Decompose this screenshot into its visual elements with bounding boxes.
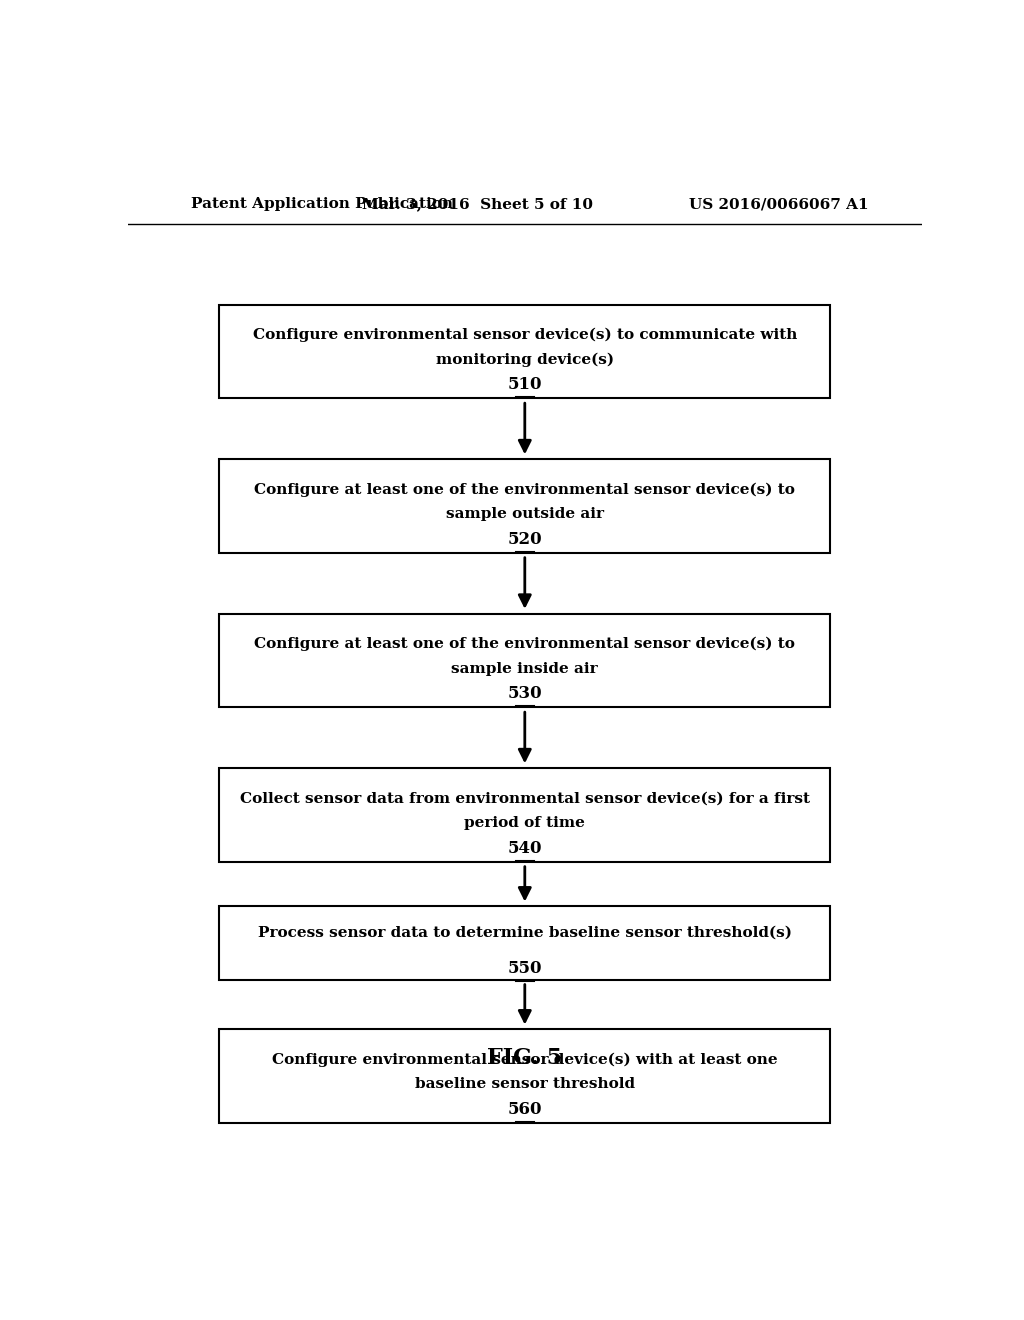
- Text: 510: 510: [508, 376, 542, 393]
- Text: baseline sensor threshold: baseline sensor threshold: [415, 1077, 635, 1092]
- Text: 550: 550: [508, 960, 542, 977]
- Text: 540: 540: [508, 840, 542, 857]
- FancyBboxPatch shape: [219, 768, 830, 862]
- FancyBboxPatch shape: [219, 1030, 830, 1123]
- Text: monitoring device(s): monitoring device(s): [436, 352, 613, 367]
- Text: sample inside air: sample inside air: [452, 661, 598, 676]
- Text: FIG. 5: FIG. 5: [487, 1047, 562, 1069]
- Text: Configure at least one of the environmental sensor device(s) to: Configure at least one of the environmen…: [254, 638, 796, 652]
- Text: sample outside air: sample outside air: [445, 507, 604, 521]
- Text: Patent Application Publication: Patent Application Publication: [191, 197, 454, 211]
- Text: 530: 530: [508, 685, 542, 702]
- Text: Configure environmental sensor device(s) with at least one: Configure environmental sensor device(s)…: [272, 1053, 777, 1067]
- Text: Configure at least one of the environmental sensor device(s) to: Configure at least one of the environmen…: [254, 483, 796, 496]
- Text: 520: 520: [508, 531, 542, 548]
- FancyBboxPatch shape: [219, 459, 830, 553]
- Text: period of time: period of time: [464, 816, 586, 830]
- Text: Mar. 3, 2016  Sheet 5 of 10: Mar. 3, 2016 Sheet 5 of 10: [361, 197, 593, 211]
- Text: Process sensor data to determine baseline sensor threshold(s): Process sensor data to determine baselin…: [258, 925, 792, 940]
- FancyBboxPatch shape: [219, 614, 830, 708]
- Text: 560: 560: [508, 1101, 542, 1118]
- FancyBboxPatch shape: [219, 907, 830, 979]
- FancyBboxPatch shape: [219, 305, 830, 399]
- Text: Collect sensor data from environmental sensor device(s) for a first: Collect sensor data from environmental s…: [240, 792, 810, 805]
- Text: US 2016/0066067 A1: US 2016/0066067 A1: [689, 197, 868, 211]
- Text: Configure environmental sensor device(s) to communicate with: Configure environmental sensor device(s)…: [253, 329, 797, 342]
